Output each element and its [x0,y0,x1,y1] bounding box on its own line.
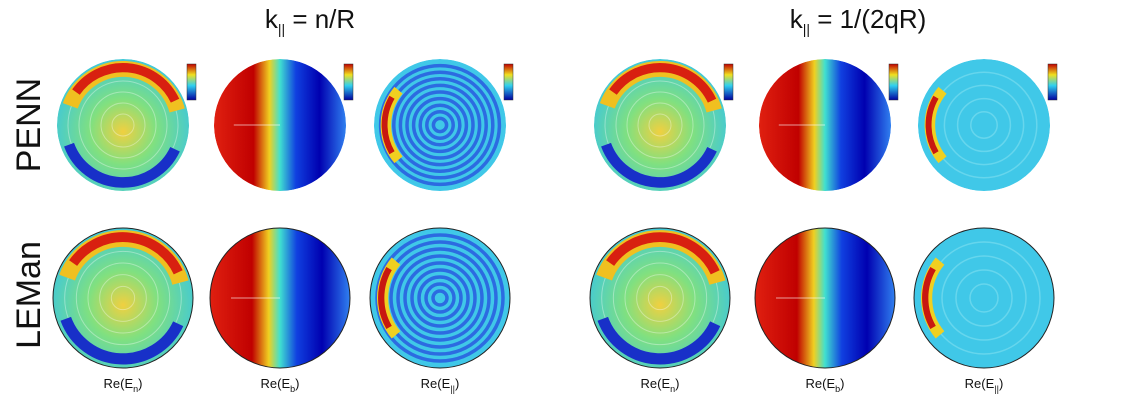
label-main: Re(E [261,376,291,391]
field-plot [53,228,193,368]
field-plot [210,228,350,368]
field-plot [214,59,346,191]
tspan: = 1/(2qR) [810,4,926,34]
tspan: k [790,4,804,34]
colorbar [344,64,353,100]
tspan: k [265,4,279,34]
label-main: Re(E [104,376,134,391]
disk [594,59,726,191]
label-close: ) [138,376,142,391]
tspan: = n/R [285,4,355,34]
row-label: PENN [10,78,48,172]
label-main: Re(E [965,376,995,391]
label-main: Re(E [641,376,671,391]
label-close: ) [295,376,299,391]
label-close: ) [999,376,1003,391]
label-close: ) [840,376,844,391]
label-close: ) [455,376,459,391]
colorbar [187,64,196,100]
field-plot [370,228,510,368]
column-label: Re(E||) [421,376,460,394]
row-label: LEMan [10,241,48,349]
tspan: || [278,21,285,37]
field-plot [590,228,730,368]
disk [53,228,193,368]
label-close: ) [675,376,679,391]
label-main: Re(E [421,376,451,391]
figure: k|| = n/R k|| = 1/(2qR) PENN LEMan Re(En… [0,0,1127,413]
field-plot [57,59,189,191]
colorbar [1048,64,1057,100]
label-main: Re(E [806,376,836,391]
colorbar [724,64,733,100]
header: k|| = 1/(2qR) [790,4,927,37]
field-plot [594,59,726,191]
field-plot [755,228,895,368]
disk [918,59,1050,191]
column-label: Re(En) [641,376,680,394]
colorbar [504,64,513,100]
column-label: Re(E||) [965,376,1004,394]
field-plot [914,228,1054,368]
disk [57,59,189,191]
column-label: Re(Eb) [261,376,300,394]
column-label: Re(Eb) [806,376,845,394]
field-plot [374,59,506,191]
column-label: Re(En) [104,376,143,394]
disk [914,228,1054,368]
header: k|| = n/R [265,4,355,37]
colorbar [889,64,898,100]
tspan: || [803,21,810,37]
field-plot [759,59,891,191]
disk [590,228,730,368]
field-plot [918,59,1050,191]
